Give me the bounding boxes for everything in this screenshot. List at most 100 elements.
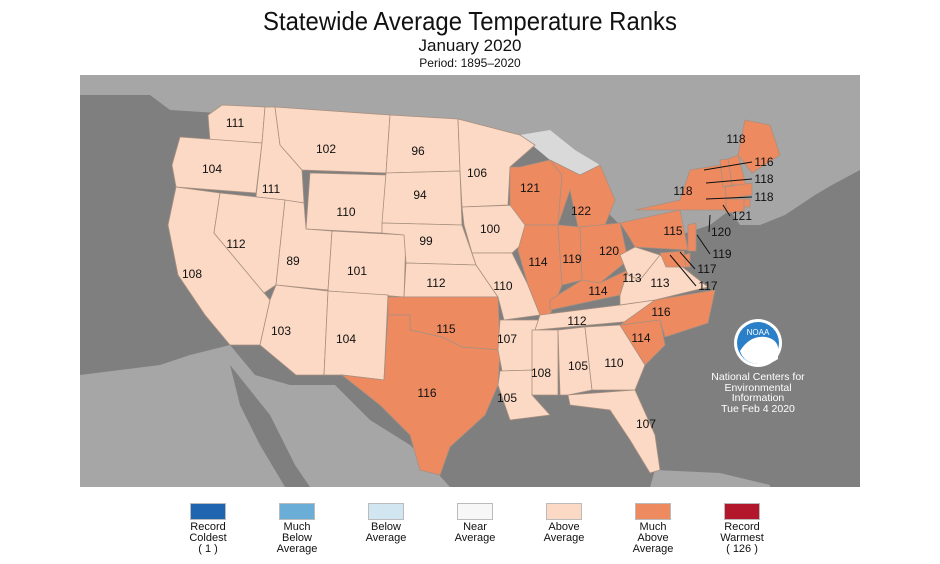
leader-line-md — [669, 254, 697, 287]
legend-swatch-near — [457, 503, 493, 520]
rank-label-sd: 94 — [413, 188, 427, 202]
state-mn — [457, 118, 536, 208]
rank-label-co: 101 — [347, 264, 367, 278]
legend-label-near: Near Average — [454, 521, 496, 544]
rank-label-nv: 112 — [226, 237, 245, 251]
agency-date: Tue Feb 4 2020 — [721, 402, 795, 415]
legend-label-much-below: Much Below Average — [276, 521, 318, 555]
state-ri — [743, 198, 751, 208]
legend-label-below: Below Average — [365, 521, 407, 544]
legend-item-above: Above Average — [519, 500, 609, 544]
rank-label-vt: 118 — [754, 172, 773, 186]
state-ms — [531, 329, 559, 396]
rank-label-ca: 108 — [182, 267, 202, 281]
legend-label-much-above: Much Above Average — [632, 521, 674, 555]
state-wy — [305, 172, 387, 234]
rank-label-mt: 102 — [316, 142, 336, 156]
rank-label-ri: 121 — [732, 209, 752, 223]
agency-line-2: Environmental — [724, 381, 792, 394]
rank-label-wa: 111 — [226, 116, 245, 130]
rank-label-tx: 116 — [417, 386, 436, 400]
rank-label-la: 105 — [497, 391, 517, 405]
legend-item-near: Near Average — [430, 500, 520, 544]
rank-label-ks: 112 — [426, 276, 445, 290]
rank-label-az: 103 — [271, 324, 291, 338]
rank-label-sc: 114 — [631, 331, 650, 345]
rank-label-ms: 108 — [531, 366, 551, 380]
rank-label-mo: 110 — [493, 279, 512, 293]
map-title: Statewide Average Temperature Ranks — [263, 6, 677, 36]
agency-line-1: National Centers for — [711, 371, 805, 383]
legend-item-record-warmest: Record Warmest ( 126 ) — [697, 500, 787, 555]
map-panel: 111 104 108 111 112 102 110 89 101 103 104 96 94 99 11… — [80, 75, 860, 487]
rank-label-ct: 120 — [711, 225, 731, 239]
noaa-logo: NOAA — [734, 319, 782, 367]
state-mo — [471, 252, 541, 321]
agency-line-3: Information — [731, 392, 785, 404]
us-rank-map: 111 104 108 111 112 102 110 89 101 103 104 96 94 99 11… — [80, 75, 860, 487]
legend-swatch-below — [368, 503, 404, 520]
legend-item-record-coldest: Record Coldest ( 1 ) — [163, 500, 253, 555]
rank-label-or: 104 — [202, 162, 222, 176]
rank-label-ia: 100 — [480, 222, 500, 236]
leader-line-nj — [696, 234, 711, 255]
rank-label-fl: 107 — [636, 417, 656, 431]
rank-label-nh: 116 — [754, 155, 773, 169]
baja-water — [230, 365, 310, 487]
rank-label-ok: 115 — [436, 322, 455, 336]
state-me — [737, 119, 781, 174]
rank-label-wi: 121 — [520, 181, 540, 195]
rank-label-nc: 116 — [651, 305, 670, 319]
rank-label-va: 113 — [650, 276, 669, 290]
rank-label-tn: 112 — [567, 314, 586, 328]
state-nv — [213, 192, 286, 294]
leader-line-nh — [703, 161, 753, 171]
rank-label-mi: 122 — [571, 204, 591, 218]
rank-label-md: 117 — [698, 279, 717, 293]
state-wv — [619, 246, 661, 281]
leader-line-vt — [705, 178, 753, 184]
legend-label-above: Above Average — [543, 521, 585, 544]
period-label: Period: 1895–2020 — [419, 56, 521, 70]
rank-label-mn: 106 — [467, 166, 487, 180]
rank-label-in: 119 — [562, 252, 581, 266]
state-ct — [725, 198, 745, 214]
leader-line-ri — [722, 204, 731, 217]
rank-label-ut: 89 — [286, 254, 300, 268]
state-oh — [579, 222, 629, 284]
rank-label-il: 114 — [528, 255, 547, 269]
great-lakes — [520, 130, 600, 175]
state-tx — [340, 314, 501, 476]
map-subtitle: January 2020 — [418, 36, 522, 55]
agency-credit: National Centers for Environmental Infor… — [698, 372, 818, 414]
rank-label-ky: 114 — [588, 284, 607, 298]
state-ma — [724, 182, 753, 200]
rank-label-ne: 99 — [419, 234, 433, 248]
rank-labels: 111 104 108 111 112 102 110 89 101 103 104 96 94 99 11… — [182, 116, 774, 431]
state-al — [557, 326, 593, 396]
rank-label-nj: 119 — [712, 247, 731, 261]
legend-swatch-much-below — [279, 503, 315, 520]
state-pa — [619, 209, 689, 251]
state-nj — [687, 222, 697, 252]
legend: Record Coldest ( 1 ) Much Below Average … — [0, 500, 940, 564]
legend-swatch-much-above — [635, 503, 671, 520]
rank-label-ar: 107 — [497, 332, 517, 346]
legend-swatch-record-coldest — [190, 503, 226, 520]
rank-label-de: 117 — [697, 262, 716, 276]
legend-label-record-warmest: Record Warmest ( 126 ) — [720, 521, 764, 555]
states-layer — [167, 104, 781, 476]
legend-swatch-record-warmest — [724, 503, 760, 520]
rank-label-me: 118 — [726, 132, 745, 146]
rank-label-nd: 96 — [411, 144, 425, 158]
rank-label-nm: 104 — [336, 332, 356, 346]
rank-label-ma: 118 — [754, 190, 773, 204]
legend-label-record-coldest: Record Coldest ( 1 ) — [189, 521, 227, 555]
state-fl — [567, 389, 661, 474]
legend-swatch-above — [546, 503, 582, 520]
legend-item-below: Below Average — [341, 500, 431, 544]
state-or — [171, 136, 263, 194]
legend-item-much-below: Much Below Average — [252, 500, 342, 555]
leader-lines — [669, 161, 753, 287]
rank-label-wv: 113 — [622, 271, 641, 285]
